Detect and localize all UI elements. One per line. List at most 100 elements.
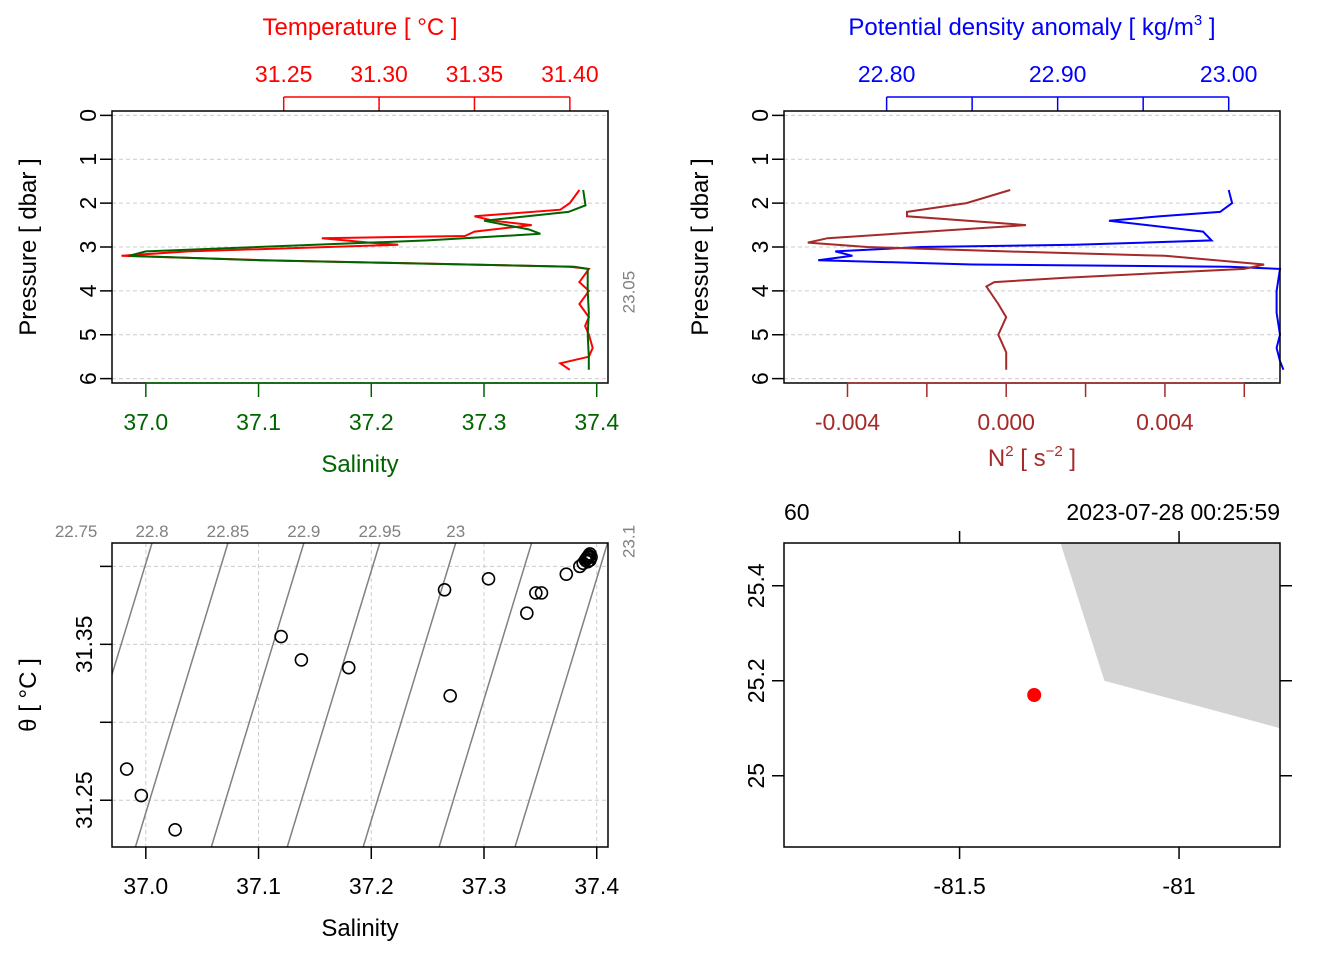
station-id-label: 60	[784, 499, 810, 525]
y-tick-label: 31.25	[71, 771, 97, 829]
top-tick-label: 31.40	[541, 61, 599, 87]
series-line-salinity	[128, 189, 590, 370]
isopycnal-line	[438, 543, 533, 847]
ts-point	[580, 554, 595, 569]
salinity-axis: 37.0 37.1 37.2 37.3 37.4	[123, 847, 619, 899]
ts-grid	[112, 543, 608, 847]
isopycnal-line	[362, 543, 457, 847]
temperature-axis: 31.25 31.30 31.35 31.40	[255, 61, 599, 111]
x-tick-label: 37.0	[123, 873, 168, 899]
ts-point	[583, 553, 597, 567]
pressure-axis-title: Pressure [ dbar ]	[15, 158, 42, 335]
lon-tick-label: -81	[1162, 873, 1195, 899]
lat-tick-label: 25	[743, 763, 769, 789]
ts-point	[529, 586, 543, 600]
pressure-grid	[784, 114, 1280, 380]
profile-panel-density-n2: Potential density anomaly [ kg/m3 ] 22.8…	[687, 12, 1285, 472]
station-time-label: 2023-07-28 00:25:59	[1066, 499, 1280, 525]
ts-point	[341, 660, 356, 675]
ts-points	[119, 547, 598, 837]
isopycnal-line	[210, 543, 305, 847]
y-tick-label: 3	[75, 241, 101, 254]
pressure-axis-title: Pressure [ dbar ]	[687, 158, 714, 335]
series-line-potential-density-anomaly	[818, 189, 1285, 371]
y-tick-label: 0	[747, 109, 773, 122]
ts-point	[520, 606, 534, 620]
y-tick-label: 3	[747, 241, 773, 254]
ts-point	[274, 629, 288, 644]
y-tick-label: 2	[747, 197, 773, 210]
bottom-tick-label: 37.4	[574, 409, 619, 435]
bottom-tick-label: -0.004	[815, 409, 880, 435]
isopycnal-line	[134, 543, 229, 847]
isopycnal-label: 22.75	[55, 522, 98, 541]
pressure-grid	[112, 114, 608, 380]
y-tick-label: 6	[75, 372, 101, 385]
isopycnal-label: 22.85	[207, 522, 250, 541]
lon-tick-label: -81.5	[933, 873, 985, 899]
isopycnal-label: 22.9	[287, 522, 320, 541]
ts-point	[437, 582, 452, 597]
bottom-tick-label: 37.3	[462, 409, 507, 435]
y-tick-label: 6	[747, 372, 773, 385]
ts-point	[559, 567, 574, 581]
map-axes: -81.5 -81 25.4 25.2 25	[743, 531, 1292, 899]
isopycnal-label: 23.05	[619, 271, 638, 314]
y-tick-label: 4	[75, 284, 101, 297]
ts-diagram-panel: 22.75 22.8 22.85 22.9 22.95 23 23.05 23.1 37.0 3…	[15, 271, 638, 942]
map-frame	[783, 542, 1281, 848]
n2-axis-title: N2 [ s−2 ]	[988, 443, 1076, 472]
density-axis: 22.80 22.90 23.00	[858, 61, 1258, 111]
y-tick-label: 1	[747, 153, 773, 166]
y-tick-label: 31.35	[71, 616, 97, 674]
y-tick-label: 2	[75, 197, 101, 210]
top-tick-label: 22.80	[858, 61, 916, 87]
y-tick-label: 0	[75, 109, 101, 122]
x-tick-label: 37.4	[574, 873, 619, 899]
bottom-tick-label: 37.2	[349, 409, 394, 435]
bottom-tick-label: 0.004	[1136, 409, 1194, 435]
x-tick-label: 37.3	[462, 873, 507, 899]
theta-axis-title: θ [ °C ]	[15, 658, 42, 732]
ts-point	[119, 762, 134, 776]
ts-point	[534, 586, 549, 600]
lat-tick-label: 25.2	[743, 658, 769, 703]
ts-point	[168, 823, 182, 837]
ts-point	[481, 572, 496, 586]
coastline-land	[1060, 543, 1280, 729]
bottom-tick-label: 0.000	[977, 409, 1035, 435]
temperature-axis-title: Temperature [ °C ]	[263, 14, 458, 41]
ts-point	[443, 688, 457, 703]
station-point	[1027, 688, 1042, 702]
plot-frame	[111, 542, 609, 848]
pressure-axis: 0 1 2 3 4 5 6	[75, 109, 112, 385]
top-tick-label: 22.90	[1029, 61, 1087, 87]
y-tick-label: 4	[747, 284, 773, 297]
isopycnal-label: 22.8	[135, 522, 168, 541]
bottom-tick-label: 37.0	[123, 409, 168, 435]
top-tick-label: 31.30	[350, 61, 408, 87]
station-map-panel: 60 2023-07-28 00:25:59 -81.5 -81 25.4 25.2 2…	[743, 499, 1292, 899]
salinity-axis-title: Salinity	[321, 915, 398, 942]
isopycnal-label: 23	[446, 522, 465, 541]
station-marker	[1027, 688, 1042, 702]
isopycnal-label: 23.1	[619, 525, 638, 558]
top-tick-label: 31.35	[446, 61, 504, 87]
top-tick-label: 23.00	[1200, 61, 1258, 87]
y-tick-label: 5	[75, 328, 101, 341]
series-line-n-	[807, 189, 1265, 370]
density-axis-title: Potential density anomaly [ kg/m3 ]	[848, 12, 1215, 41]
y-tick-label: 5	[747, 328, 773, 341]
isopycnal-label: 22.95	[359, 522, 402, 541]
y-tick-label: 1	[75, 153, 101, 166]
profile-lines	[807, 189, 1285, 371]
isopycnal-line	[112, 543, 153, 678]
land-polygon	[1060, 543, 1280, 729]
pressure-axis: 0 1 2 3 4 5 6	[747, 109, 784, 385]
n2-axis: -0.004 0.000 0.004	[815, 382, 1246, 435]
lat-tick-label: 25.4	[743, 563, 769, 608]
theta-axis: 31.25 31.35	[71, 565, 112, 829]
salinity-axis-title: Salinity	[321, 451, 398, 478]
top-tick-label: 31.25	[255, 61, 313, 87]
